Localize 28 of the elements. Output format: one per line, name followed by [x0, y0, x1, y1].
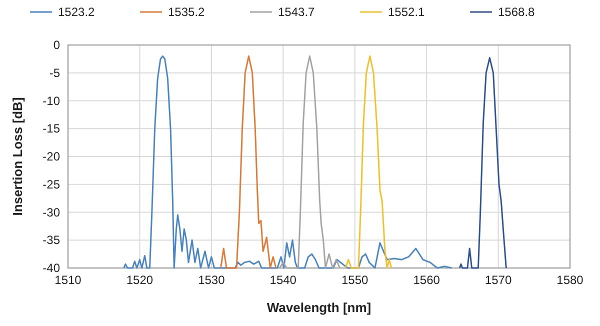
- y-tick-label: -10: [42, 94, 60, 108]
- y-tick-label: 0: [53, 38, 60, 52]
- y-tick-label: -20: [42, 150, 60, 164]
- line-series: [458, 57, 507, 269]
- x-tick-label: 1580: [556, 273, 584, 287]
- x-tick-label: 1550: [342, 273, 369, 287]
- legend-label: 1568.8: [498, 5, 536, 19]
- y-axis-title: Insertion Loss [dB]: [10, 97, 25, 216]
- y-tick-label: -35: [42, 233, 60, 248]
- y-tick-label: -40: [42, 261, 60, 275]
- line-series: [344, 55, 392, 269]
- y-tick-label: -15: [42, 122, 60, 136]
- legend-label: 1535.2: [168, 5, 206, 19]
- x-tick-label: 1520: [126, 273, 154, 287]
- x-tick-label: 1570: [484, 273, 512, 287]
- x-axis-title: Wavelength [nm]: [266, 300, 372, 315]
- legend-label: 1523.2: [58, 5, 96, 19]
- line-series: [220, 55, 277, 269]
- y-tick-label: -5: [49, 66, 60, 80]
- line-series: [123, 55, 452, 269]
- legend-label: 1543.7: [278, 5, 316, 19]
- y-tick-label: -30: [42, 205, 60, 220]
- y-tick-label: -25: [42, 177, 60, 192]
- legend-label: 1552.1: [388, 5, 426, 19]
- x-tick-label: 1510: [54, 273, 82, 287]
- x-tick-label: 1560: [413, 273, 440, 287]
- x-tick-label: 1540: [270, 273, 297, 287]
- x-tick-label: 1530: [198, 273, 226, 287]
